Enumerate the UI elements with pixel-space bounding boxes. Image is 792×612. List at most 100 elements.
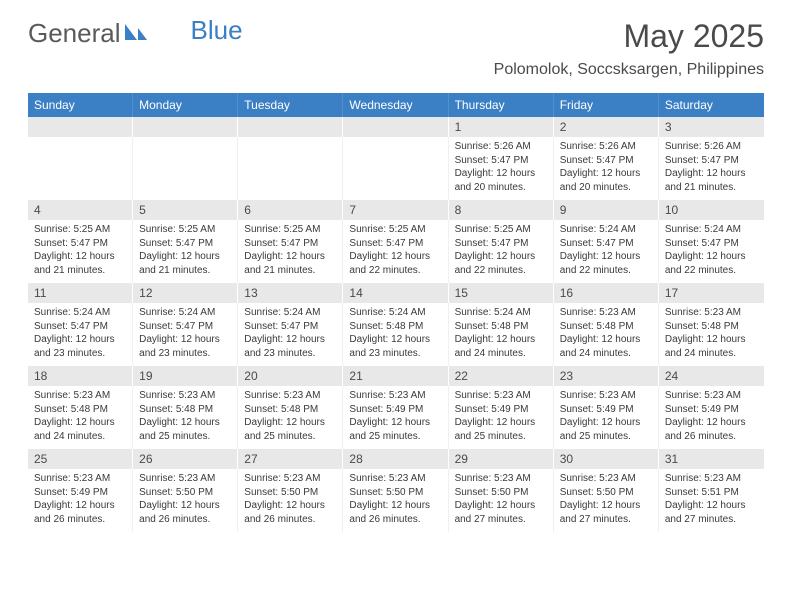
day-number-row: 25262728293031 (28, 449, 764, 469)
day-details: Sunrise: 5:23 AMSunset: 5:48 PMDaylight:… (659, 303, 764, 366)
day-number: 12 (133, 283, 238, 303)
sunrise-text: Sunrise: 5:23 AM (665, 389, 758, 403)
sunset-text: Sunset: 5:49 PM (349, 403, 441, 417)
weekday-header-row: SundayMondayTuesdayWednesdayThursdayFrid… (28, 93, 764, 117)
sunset-text: Sunset: 5:47 PM (34, 320, 126, 334)
sunrise-text: Sunrise: 5:25 AM (455, 223, 547, 237)
weekday-cell: Friday (554, 93, 659, 117)
daylight-text: Daylight: 12 hours and 21 minutes. (34, 250, 126, 277)
sunrise-text: Sunrise: 5:23 AM (560, 306, 652, 320)
day-number: 16 (554, 283, 659, 303)
sunrise-text: Sunrise: 5:23 AM (139, 389, 231, 403)
sunrise-text: Sunrise: 5:23 AM (665, 306, 758, 320)
day-details (28, 137, 133, 200)
day-details: Sunrise: 5:25 AMSunset: 5:47 PMDaylight:… (343, 220, 448, 283)
day-details: Sunrise: 5:24 AMSunset: 5:47 PMDaylight:… (238, 303, 343, 366)
sunset-text: Sunset: 5:47 PM (665, 237, 758, 251)
day-number: 20 (238, 366, 343, 386)
day-number: 29 (449, 449, 554, 469)
sunset-text: Sunset: 5:49 PM (665, 403, 758, 417)
day-number: 3 (659, 117, 764, 137)
day-details: Sunrise: 5:25 AMSunset: 5:47 PMDaylight:… (28, 220, 133, 283)
day-number: 18 (28, 366, 133, 386)
day-details (133, 137, 238, 200)
day-details (343, 137, 448, 200)
sunrise-text: Sunrise: 5:24 AM (455, 306, 547, 320)
day-number: 25 (28, 449, 133, 469)
sunset-text: Sunset: 5:48 PM (139, 403, 231, 417)
sunset-text: Sunset: 5:47 PM (455, 154, 547, 168)
daylight-text: Daylight: 12 hours and 21 minutes. (665, 167, 758, 194)
day-number-row: 11121314151617 (28, 283, 764, 303)
weekday-cell: Sunday (28, 93, 133, 117)
sunset-text: Sunset: 5:50 PM (244, 486, 336, 500)
daylight-text: Daylight: 12 hours and 22 minutes. (665, 250, 758, 277)
sunset-text: Sunset: 5:47 PM (244, 237, 336, 251)
weeks-container: 123Sunrise: 5:26 AMSunset: 5:47 PMDaylig… (28, 117, 764, 532)
day-details (238, 137, 343, 200)
day-body-row: Sunrise: 5:23 AMSunset: 5:48 PMDaylight:… (28, 386, 764, 449)
page-header: General Blue May 2025 Polomolok, Soccsks… (0, 0, 792, 83)
day-number: 1 (449, 117, 554, 137)
sunrise-text: Sunrise: 5:25 AM (139, 223, 231, 237)
sunrise-text: Sunrise: 5:24 AM (34, 306, 126, 320)
day-body-row: Sunrise: 5:26 AM Sunset: 5:47 PM Daylight:… (28, 137, 764, 200)
daylight-text: Daylight: 12 hours and 23 minutes. (349, 333, 441, 360)
sunrise-text: Sunrise: 5:26 AM (665, 140, 758, 154)
day-number: 24 (659, 366, 764, 386)
day-details: Sunrise: 5:23 AMSunset: 5:50 PMDaylight:… (449, 469, 554, 532)
day-number: 7 (343, 200, 448, 220)
day-details: Sunrise: 5:23 AMSunset: 5:49 PMDaylight:… (343, 386, 448, 449)
sunset-text: Sunset: 5:50 PM (560, 486, 652, 500)
daylight-text: Daylight: 12 hours and 24 minutes. (665, 333, 758, 360)
sunrise-text: Sunrise: 5:23 AM (244, 472, 336, 486)
day-body-row: Sunrise: 5:25 AMSunset: 5:47 PMDaylight:… (28, 220, 764, 283)
sunrise-text: Sunrise: 5:23 AM (349, 389, 441, 403)
sunrise-text: Sunrise: 5:23 AM (665, 472, 758, 486)
sunrise-text: Sunrise: 5:23 AM (560, 472, 652, 486)
day-number: 6 (238, 200, 343, 220)
day-details: Sunrise: 5:23 AMSunset: 5:48 PMDaylight:… (28, 386, 133, 449)
daylight-text: Daylight: 12 hours and 20 minutes. (560, 167, 652, 194)
day-details: Sunrise: 5:24 AMSunset: 5:48 PMDaylight:… (343, 303, 448, 366)
sunrise-text: Sunrise: 5:23 AM (349, 472, 441, 486)
day-details: Sunrise: 5:23 AMSunset: 5:49 PMDaylight:… (449, 386, 554, 449)
daylight-text: Daylight: 12 hours and 26 minutes. (139, 499, 231, 526)
daylight-text: Daylight: 12 hours and 25 minutes. (244, 416, 336, 443)
day-number (28, 117, 133, 137)
weekday-cell: Wednesday (343, 93, 448, 117)
sunset-text: Sunset: 5:48 PM (560, 320, 652, 334)
day-number: 31 (659, 449, 764, 469)
day-details: Sunrise: 5:24 AMSunset: 5:47 PMDaylight:… (659, 220, 764, 283)
sunset-text: Sunset: 5:47 PM (244, 320, 336, 334)
day-number: 21 (343, 366, 448, 386)
day-details: Sunrise: 5:23 AMSunset: 5:48 PMDaylight:… (554, 303, 659, 366)
day-number: 9 (554, 200, 659, 220)
day-details: Sunrise: 5:24 AMSunset: 5:48 PMDaylight:… (449, 303, 554, 366)
daylight-text: Daylight: 12 hours and 25 minutes. (139, 416, 231, 443)
day-details: Sunrise: 5:23 AMSunset: 5:49 PMDaylight:… (554, 386, 659, 449)
sunset-text: Sunset: 5:47 PM (34, 237, 126, 251)
sunrise-text: Sunrise: 5:23 AM (455, 389, 547, 403)
day-number: 2 (554, 117, 659, 137)
sunrise-text: Sunrise: 5:25 AM (34, 223, 126, 237)
sunrise-text: Sunrise: 5:26 AM (560, 140, 652, 154)
daylight-text: Daylight: 12 hours and 22 minutes. (560, 250, 652, 277)
daylight-text: Daylight: 12 hours and 27 minutes. (455, 499, 547, 526)
weekday-cell: Monday (133, 93, 238, 117)
sunset-text: Sunset: 5:47 PM (139, 237, 231, 251)
day-number: 11 (28, 283, 133, 303)
sunset-text: Sunset: 5:48 PM (665, 320, 758, 334)
day-number: 19 (133, 366, 238, 386)
day-details: Sunrise: 5:25 AMSunset: 5:47 PMDaylight:… (133, 220, 238, 283)
sunset-text: Sunset: 5:48 PM (349, 320, 441, 334)
day-details: Sunrise: 5:23 AMSunset: 5:48 PMDaylight:… (133, 386, 238, 449)
daylight-text: Daylight: 12 hours and 24 minutes. (34, 416, 126, 443)
daylight-text: Daylight: 12 hours and 26 minutes. (665, 416, 758, 443)
sunrise-text: Sunrise: 5:24 AM (349, 306, 441, 320)
weekday-cell: Saturday (659, 93, 764, 117)
daylight-text: Daylight: 12 hours and 23 minutes. (34, 333, 126, 360)
brand-part1: General (28, 18, 121, 49)
sunrise-text: Sunrise: 5:24 AM (665, 223, 758, 237)
sunset-text: Sunset: 5:48 PM (455, 320, 547, 334)
